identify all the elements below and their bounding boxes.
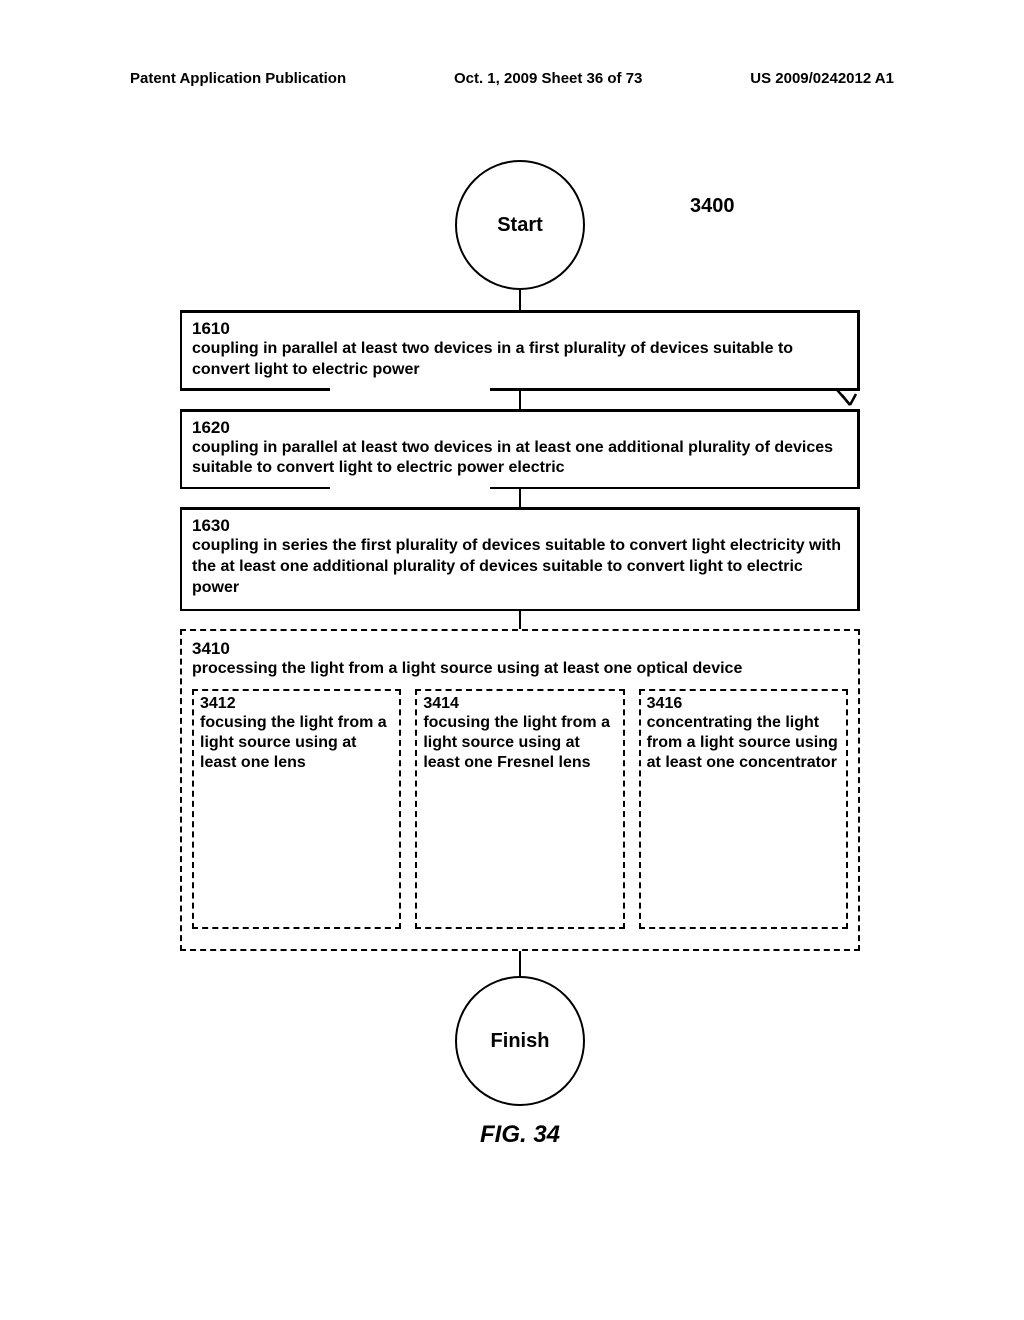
connector-4 [519, 611, 521, 629]
step-text-3410: processing the light from a light source… [192, 660, 742, 677]
step-3414: 3414 focusing the light from a light sou… [415, 689, 624, 929]
page-header: Patent Application Publication Oct. 1, 2… [0, 70, 1024, 87]
step-num-3414: 3414 [423, 695, 616, 713]
step-text-3416: concentrating the light from a light sou… [647, 713, 840, 773]
connector-5 [519, 951, 521, 976]
step-1620: 1620 coupling in parallel at least two d… [180, 409, 860, 490]
header-right: US 2009/0242012 A1 [750, 70, 894, 87]
step-3412: 3412 focusing the light from a light sou… [192, 689, 401, 929]
figure-ref-num: 3400 [690, 195, 735, 218]
figure-caption: FIG. 34 [180, 1121, 860, 1149]
connector-2 [519, 391, 521, 409]
step-text-1630: coupling in series the first plurality o… [192, 537, 841, 596]
connector-3 [519, 489, 521, 507]
step-3410-group: 3410 processing the light from a light s… [180, 629, 860, 952]
header-left: Patent Application Publication [130, 70, 346, 87]
step-text-1610: coupling in parallel at least two device… [192, 340, 793, 378]
step-num-3416: 3416 [647, 695, 840, 713]
step-num-3410: 3410 [192, 639, 848, 659]
sub-step-row: 3412 focusing the light from a light sou… [192, 689, 848, 929]
step-text-1620: coupling in parallel at least two device… [192, 439, 833, 477]
step-1630: 1630 coupling in series the first plural… [180, 507, 860, 610]
step-3416: 3416 concentrating the light from a ligh… [639, 689, 848, 929]
step-num-1620: 1620 [192, 418, 847, 438]
start-terminal: Start [455, 160, 585, 290]
step-num-1610: 1610 [192, 319, 847, 339]
header-center: Oct. 1, 2009 Sheet 36 of 73 [454, 70, 642, 87]
start-label: Start [497, 214, 543, 237]
finish-terminal: Finish [455, 976, 585, 1106]
step-text-3412: focusing the light from a light source u… [200, 713, 393, 773]
finish-label: Finish [491, 1030, 550, 1053]
connector-1 [519, 290, 521, 310]
step-text-3414: focusing the light from a light source u… [423, 713, 616, 773]
flowchart: Start 3400 1610 coupling in parallel at … [180, 160, 860, 1149]
step-num-3412: 3412 [200, 695, 393, 713]
step-num-1630: 1630 [192, 516, 847, 536]
step-1610: 1610 coupling in parallel at least two d… [180, 310, 860, 391]
